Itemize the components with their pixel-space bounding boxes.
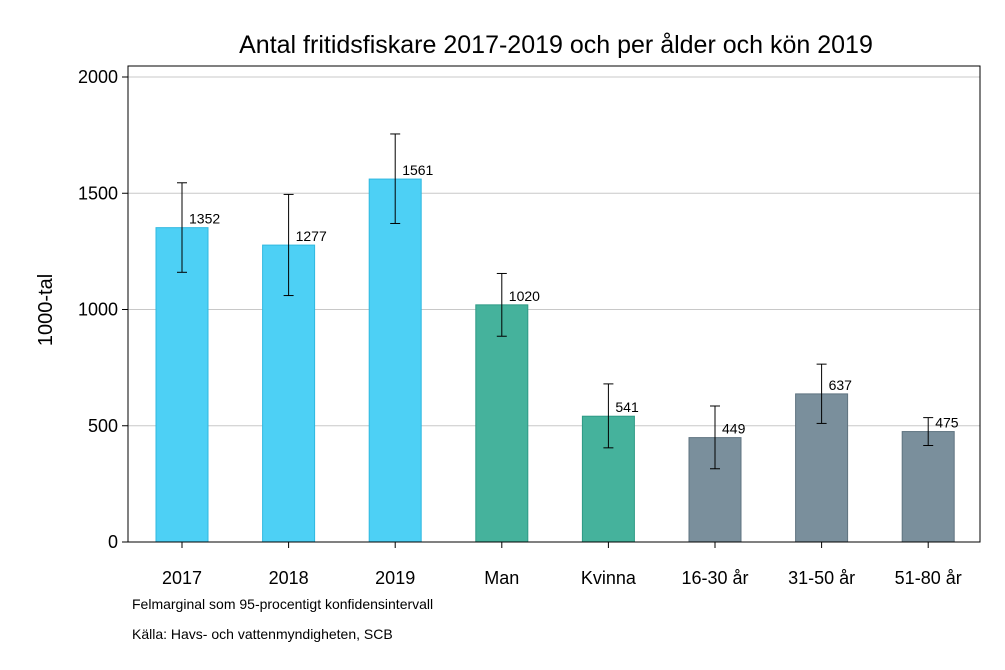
x-tick-label-0: 2017	[162, 568, 202, 588]
x-tick-label-2: 2019	[375, 568, 415, 588]
x-tick-label-6: 31-50 år	[788, 568, 855, 588]
y-tick-label-0: 0	[108, 532, 118, 552]
x-tick-label-7: 51-80 år	[895, 568, 962, 588]
y-tick-label-4: 2000	[78, 67, 118, 87]
data-label-0: 1352	[189, 211, 220, 227]
data-label-2: 1561	[402, 162, 433, 178]
data-label-4: 541	[615, 399, 639, 415]
data-labels: 1352 1277 1561 1020 541 449 637 475	[189, 162, 959, 437]
data-label-5: 449	[722, 421, 746, 437]
axes	[122, 65, 981, 548]
x-tick-labels: 2017 2018 2019 Man Kvinna 16-30 år 31-50 år 51-…	[162, 568, 962, 588]
source-note: Källa: Havs- och vattenmyndigheten, SCB	[132, 626, 393, 642]
data-label-3: 1020	[509, 288, 540, 304]
y-axis-label: 1000-tal	[35, 274, 57, 346]
bar-0	[155, 227, 209, 543]
y-tick-label-3: 1500	[78, 183, 118, 203]
error-bars	[177, 133, 934, 470]
data-label-6: 637	[829, 377, 853, 393]
x-tick-label-1: 2018	[269, 568, 309, 588]
plot-frame	[127, 65, 981, 543]
bar-3	[475, 304, 529, 543]
y-tick-labels: 0 500 1000 1500 2000	[78, 67, 118, 552]
bar-7	[901, 431, 955, 543]
data-label-1: 1277	[296, 228, 327, 244]
data-label-7: 475	[935, 415, 959, 431]
chart-title: Antal fritidsfiskare 2017-2019 och per å…	[239, 31, 873, 59]
x-tick-label-4: Kvinna	[581, 568, 637, 588]
gridlines	[128, 76, 980, 427]
x-tick-label-3: Man	[484, 568, 519, 588]
bar-2	[368, 178, 422, 543]
x-tick-label-5: 16-30 år	[681, 568, 748, 588]
margin-note: Felmarginal som 95-procentigt konfidensi…	[132, 596, 434, 612]
y-tick-label-1: 500	[88, 416, 118, 436]
bars	[155, 178, 955, 543]
y-tick-label-2: 1000	[78, 300, 118, 320]
